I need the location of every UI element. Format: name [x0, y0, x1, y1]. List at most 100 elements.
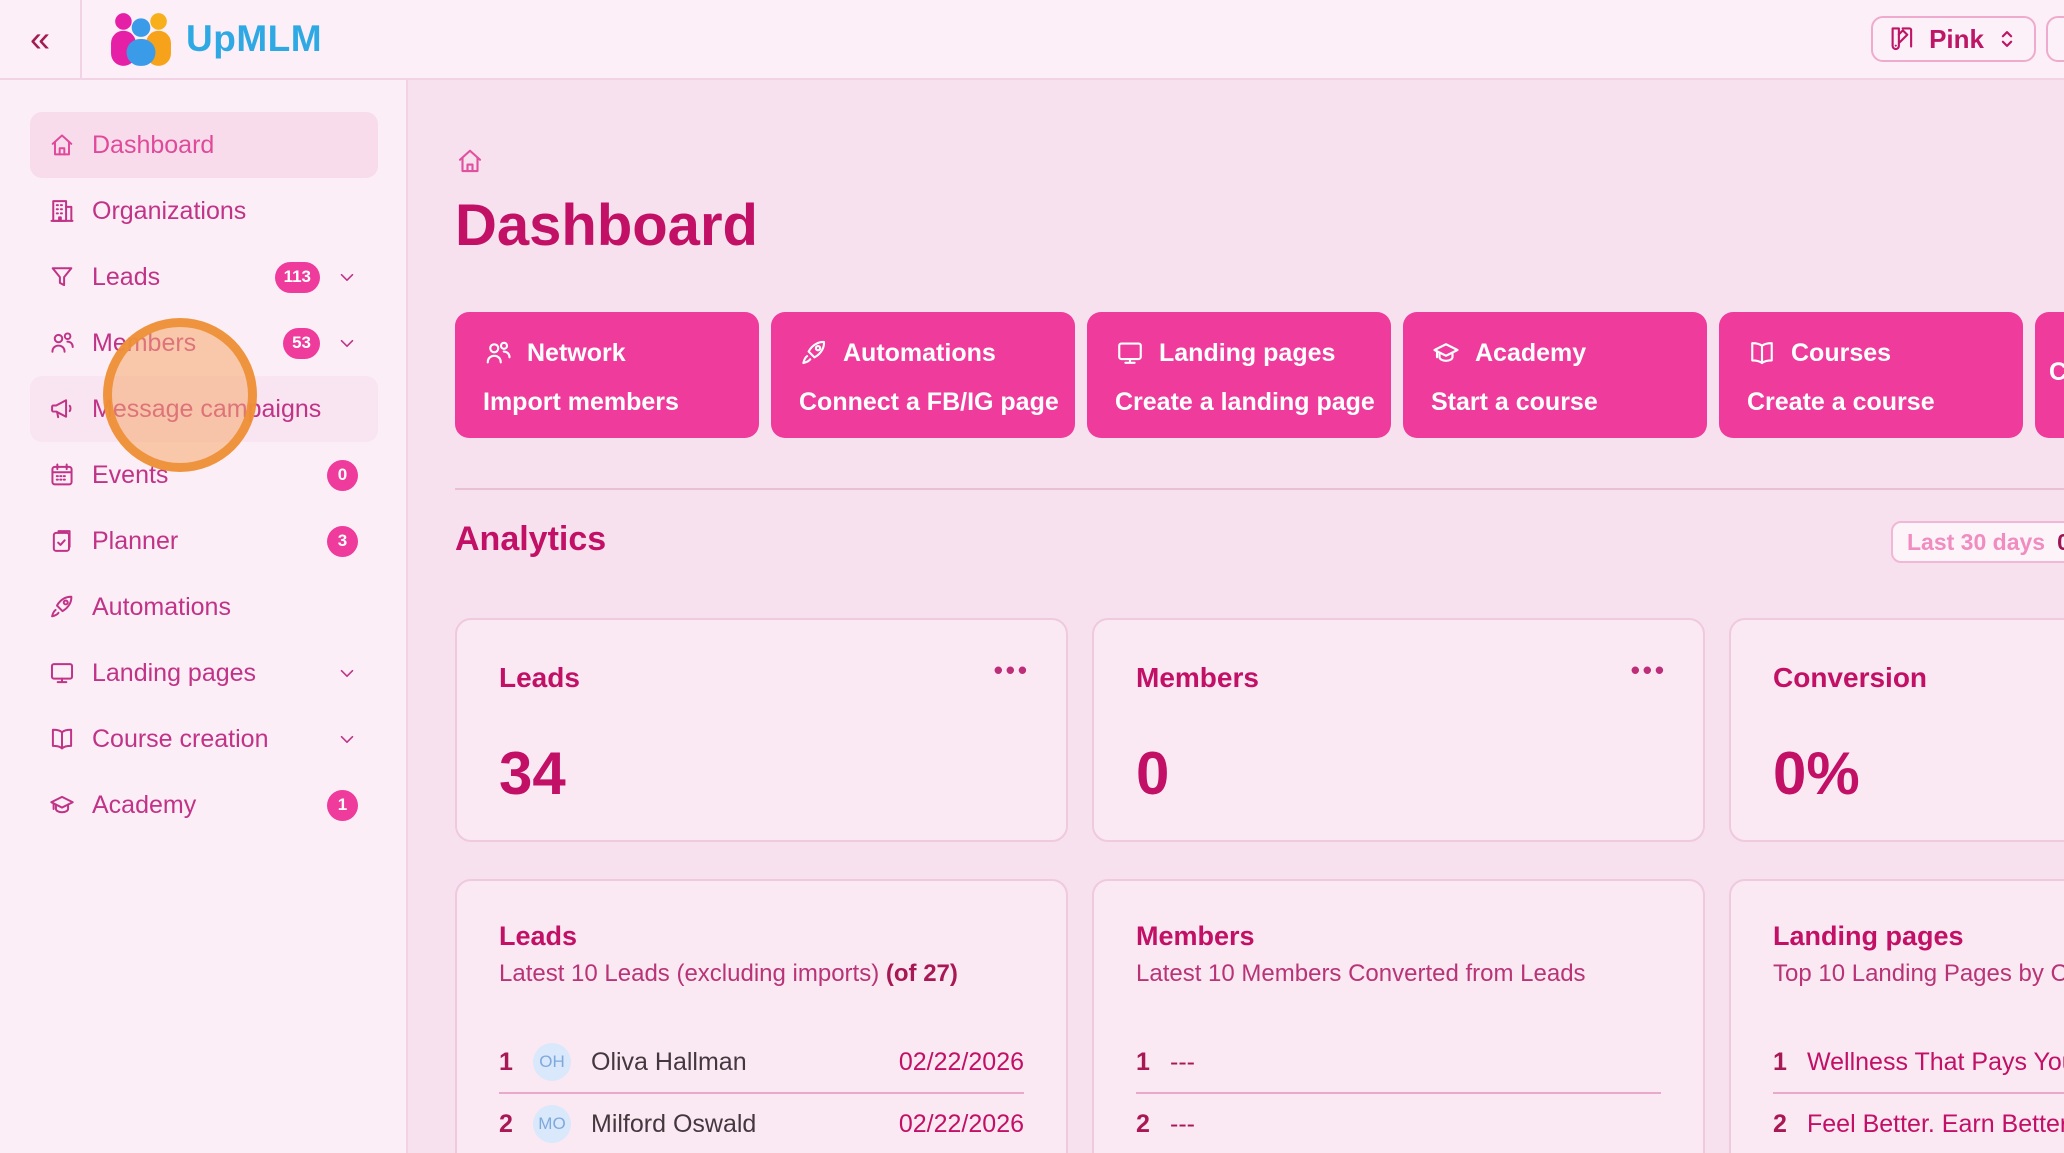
theme-selector-value: Pink — [1929, 23, 1984, 54]
graduation-cap-icon — [48, 791, 76, 819]
breadcrumb-home-icon[interactable] — [455, 146, 485, 176]
sidebar-item-academy[interactable]: Academy 1 — [30, 772, 378, 838]
subtitle-count: (of 27) — [885, 960, 958, 987]
analytics-heading: Analytics — [455, 520, 607, 558]
table-row[interactable]: 2 MO Milford Oswald 02/22/2026 — [499, 1094, 1024, 1153]
megaphone-icon — [48, 395, 76, 423]
leads-count-badge: 113 — [274, 261, 320, 293]
member-placeholder: --- — [1170, 1109, 1195, 1138]
monitor-icon — [48, 659, 76, 687]
stat-card-conversion: Conversion 0% — [1729, 618, 2064, 842]
quick-action-network[interactable]: Network Import members — [455, 312, 759, 438]
rocket-icon — [48, 593, 76, 621]
table-row[interactable]: 2 --- — [1136, 1094, 1661, 1153]
sidebar-item-label: Academy — [92, 790, 197, 819]
quick-action-academy[interactable]: Academy Start a course — [1403, 312, 1707, 438]
sidebar-item-label: Automations — [92, 592, 231, 621]
theme-selector[interactable]: Pink — [1871, 16, 2036, 62]
date-range-label: Last 30 days — [1907, 528, 2046, 555]
app-logo[interactable]: UpMLM — [110, 12, 322, 66]
sidebar-item-label: Dashboard — [92, 130, 215, 159]
sidebar-item-planner[interactable]: Planner 3 — [30, 508, 378, 574]
chevron-down-icon[interactable] — [336, 728, 358, 750]
row-index: 1 — [499, 1047, 513, 1076]
clipboard-check-icon — [48, 527, 76, 555]
table-row[interactable]: 1 Wellness That Pays You Back — [1773, 1032, 2064, 1094]
quick-action-courses[interactable]: Courses Create a course — [1719, 312, 2023, 438]
ellipsis-menu-icon[interactable]: ••• — [1630, 655, 1667, 685]
sidebar-item-members[interactable]: Members 53 — [30, 310, 378, 376]
stat-card-value: 0 — [1136, 740, 1170, 807]
list-card-title: Members — [1136, 921, 1255, 951]
stat-card-value: 34 — [499, 740, 566, 807]
subtitle-text: Latest 10 Members Converted from Leads — [1136, 960, 1586, 987]
lead-name: Oliva Hallman — [591, 1047, 747, 1076]
row-index: 2 — [499, 1109, 513, 1138]
ellipsis-menu-icon[interactable]: ••• — [993, 655, 1030, 685]
table-row[interactable]: 2 Feel Better. Earn Better. — [1773, 1094, 2064, 1153]
topbar-actions: Pink — [1871, 16, 2064, 62]
sidebar-item-message-campaigns[interactable]: Message campaigns — [30, 376, 378, 442]
quick-action-landing-pages[interactable]: Landing pages Create a landing page — [1087, 312, 1391, 438]
sidebar-item-automations[interactable]: Automations — [30, 574, 378, 640]
lead-date: 02/22/2026 — [898, 1047, 1024, 1076]
list-card-subtitle: Latest 10 Leads (excluding imports) (of … — [499, 960, 1024, 988]
list-cards-row: Leads Latest 10 Leads (excluding imports… — [455, 879, 2064, 1153]
sidebar-item-label: Message campaigns — [92, 394, 322, 423]
quick-action-label: Create a landing page — [1115, 388, 1375, 416]
topbar-extra-button[interactable] — [2046, 16, 2064, 62]
sidebar-item-label: Landing pages — [92, 658, 257, 687]
subtitle-text: Top 10 Landing Pages by Convers — [1773, 960, 2064, 987]
avatar: OH — [533, 1043, 571, 1081]
quick-action-automations[interactable]: Automations Connect a FB/IG page — [771, 312, 1075, 438]
chevron-down-icon[interactable] — [336, 662, 358, 684]
sidebar-item-landing-pages[interactable]: Landing pages — [30, 640, 378, 706]
chevron-down-icon[interactable] — [336, 332, 358, 354]
quick-action-partial[interactable]: C — [2035, 312, 2064, 438]
row-index: 2 — [1773, 1109, 1787, 1138]
events-count-badge: 0 — [327, 459, 358, 491]
date-range-filter[interactable]: Last 30 days 01/2 — [1891, 521, 2064, 563]
list-card-title: Leads — [499, 921, 578, 951]
row-index: 2 — [1136, 1109, 1150, 1138]
row-index: 1 — [1136, 1047, 1150, 1076]
table-row[interactable]: 1 OH Oliva Hallman 02/22/2026 — [499, 1032, 1024, 1094]
chevron-down-icon[interactable] — [336, 266, 358, 288]
sidebar-item-label: Planner — [92, 526, 179, 555]
table-row[interactable]: 1 --- — [1136, 1032, 1661, 1094]
sidebar-item-label: Organizations — [92, 196, 247, 225]
quick-action-title: Network — [527, 338, 626, 367]
members-count-badge: 53 — [283, 327, 320, 359]
sidebar: Dashboard Organizations Leads 113 Member… — [0, 80, 408, 1153]
list-card-title: Landing pages — [1773, 921, 1964, 951]
top-bar: « UpMLM Pink — [0, 0, 2064, 80]
main-content: Dashboard Network Import members Automat… — [410, 80, 2064, 1153]
collapse-sidebar-icon[interactable]: « — [29, 18, 51, 59]
people-icon — [483, 338, 513, 368]
lead-date: 02/22/2026 — [898, 1109, 1024, 1138]
stat-card-title: Members — [1136, 662, 1259, 693]
stat-card-title: Leads — [499, 662, 580, 693]
upmlm-logo-icon — [111, 13, 171, 66]
rocket-icon — [799, 338, 829, 368]
top-landing-pages-card: Landing pages Top 10 Landing Pages by Co… — [1729, 879, 2064, 1153]
select-caret-icon — [1996, 28, 2018, 50]
quick-action-label: Import members — [483, 388, 679, 416]
list-card-subtitle: Top 10 Landing Pages by Convers — [1773, 960, 2064, 988]
stat-cards-row: Leads ••• 34 Members ••• 0 Conversion 0% — [455, 618, 2064, 842]
graduation-cap-icon — [1431, 338, 1461, 368]
sidebar-item-events[interactable]: Events 0 — [30, 442, 378, 508]
sidebar-item-organizations[interactable]: Organizations — [30, 178, 378, 244]
sidebar-item-course-creation[interactable]: Course creation — [30, 706, 378, 772]
book-icon — [1747, 338, 1777, 368]
quick-action-label: Start a course — [1431, 388, 1598, 416]
book-icon — [48, 725, 76, 753]
sidebar-item-label: Members — [92, 328, 197, 357]
funnel-icon — [48, 263, 76, 291]
sidebar-item-dashboard[interactable]: Dashboard — [30, 112, 378, 178]
quick-action-label: Connect a FB/IG page — [799, 388, 1059, 416]
sidebar-item-leads[interactable]: Leads 113 — [30, 244, 378, 310]
page-title: Dashboard — [455, 193, 758, 258]
swatchbook-icon — [1887, 24, 1917, 54]
members-list: 1 --- 2 --- — [1136, 1032, 1661, 1153]
